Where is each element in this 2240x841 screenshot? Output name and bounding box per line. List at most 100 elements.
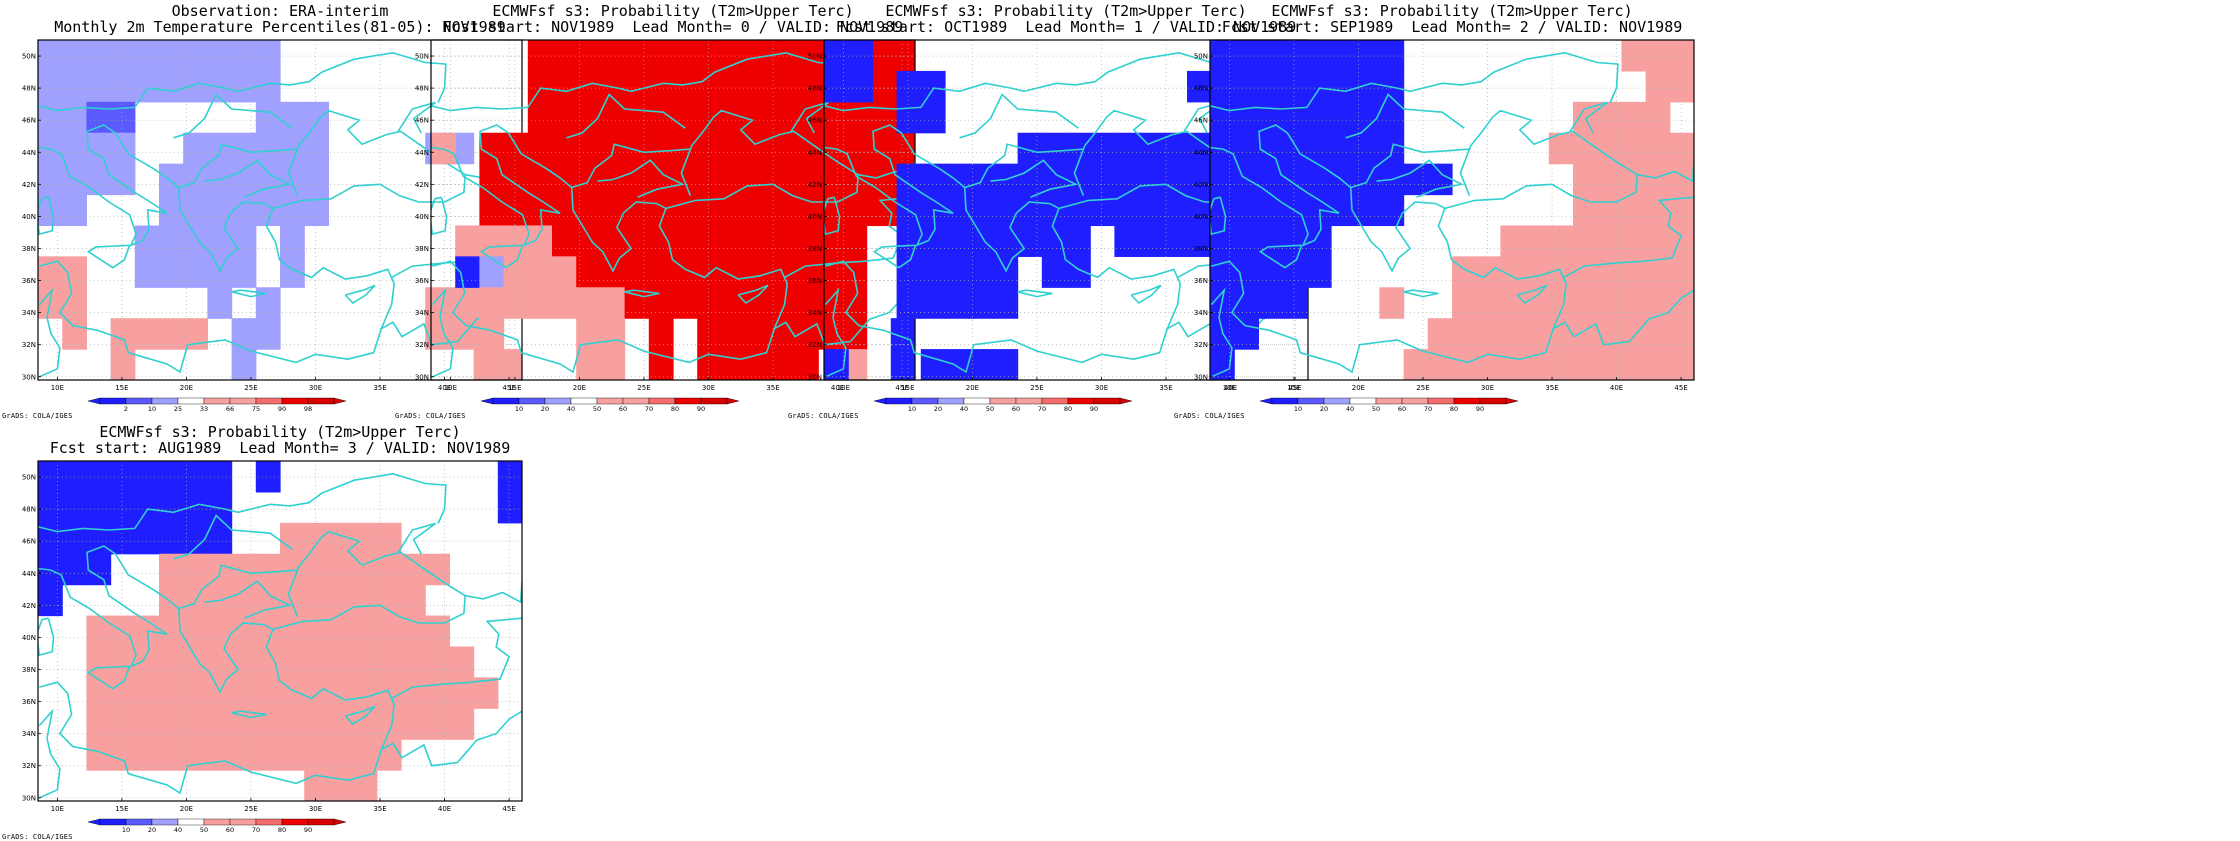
coastline bbox=[1210, 196, 1227, 236]
grads-credit: GrADS: COLA/IGES bbox=[1174, 412, 1245, 420]
grid-cell bbox=[721, 287, 747, 319]
coastline bbox=[397, 101, 436, 134]
coastline bbox=[824, 287, 847, 378]
grid-cell bbox=[62, 553, 87, 586]
colorbar-box bbox=[1015, 397, 1043, 405]
grid-cell bbox=[1066, 132, 1091, 165]
grid-cell bbox=[721, 349, 747, 380]
grid-cell bbox=[231, 646, 257, 678]
coastline bbox=[571, 143, 691, 189]
grid-cell bbox=[1597, 287, 1622, 319]
grid-cell bbox=[1282, 101, 1308, 134]
grid-cell bbox=[794, 132, 819, 165]
coastline bbox=[380, 710, 522, 767]
grid-cell bbox=[1258, 101, 1284, 134]
colorbar-label: 10 bbox=[1294, 405, 1302, 413]
colorbar-box bbox=[281, 818, 309, 826]
coastline bbox=[173, 514, 293, 560]
grid-cell bbox=[328, 615, 354, 648]
grid-cell bbox=[576, 225, 601, 257]
grid-cell bbox=[183, 225, 208, 257]
grid-cell bbox=[745, 70, 771, 103]
grid-cell bbox=[455, 225, 480, 257]
grid-cell bbox=[159, 163, 184, 196]
grid-cell bbox=[673, 40, 698, 72]
colorbar-label: 90 bbox=[278, 405, 286, 413]
grid-cell bbox=[576, 101, 601, 134]
grid-cell bbox=[304, 132, 329, 165]
grid-cell bbox=[304, 677, 329, 709]
colorbar-label: 40 bbox=[1346, 405, 1354, 413]
grid-cell bbox=[304, 163, 329, 196]
lat-label: 50N bbox=[22, 53, 36, 61]
grid-cell bbox=[376, 739, 402, 771]
grid-cell bbox=[745, 349, 771, 380]
grid-cell bbox=[1621, 101, 1647, 134]
grid-cell bbox=[993, 349, 1019, 380]
grid-cell bbox=[1548, 287, 1574, 319]
grid-cell bbox=[1066, 194, 1091, 227]
lon-label: 30E bbox=[702, 384, 715, 392]
grid-cell bbox=[134, 522, 160, 555]
grid-cell bbox=[479, 256, 505, 288]
grid-cell bbox=[600, 194, 626, 227]
colorbar-box bbox=[518, 397, 546, 405]
grid-cell bbox=[624, 70, 650, 103]
colorbar-box bbox=[177, 397, 205, 405]
grid-cell bbox=[159, 522, 184, 555]
lat-label: 36N bbox=[22, 277, 36, 285]
lat-label: 38N bbox=[22, 245, 36, 253]
lat-label: 50N bbox=[808, 53, 822, 61]
colorbar-arrow-left bbox=[873, 397, 887, 405]
grid-cell bbox=[1234, 225, 1259, 257]
colorbar-arrow-right bbox=[333, 397, 347, 405]
grid-cell bbox=[183, 40, 208, 72]
grid-cell bbox=[503, 287, 529, 319]
grid-cell bbox=[721, 163, 747, 196]
coastline bbox=[86, 244, 131, 269]
colorbar-label: 70 bbox=[1038, 405, 1046, 413]
colorbar-label: 10 bbox=[908, 405, 916, 413]
grid-cell bbox=[1548, 225, 1574, 257]
lon-label: 25E bbox=[244, 384, 257, 392]
colorbar-box bbox=[937, 397, 965, 405]
grid-cell bbox=[376, 708, 402, 740]
temperature-map: 50N 48N 46N 44N 42N 40N 38N 36N 34N 32N 30N 10E 15E 2… bbox=[22, 39, 523, 413]
lat-label: 42N bbox=[1194, 181, 1208, 189]
grid-cell bbox=[1187, 163, 1212, 196]
grid-cell bbox=[1452, 287, 1477, 319]
coastline bbox=[431, 51, 840, 112]
lon-label: 40E bbox=[831, 384, 844, 392]
grid-cell bbox=[1573, 194, 1598, 227]
lon-label: 30E bbox=[309, 384, 322, 392]
grads-credit: GrADS: COLA/IGES bbox=[788, 412, 859, 420]
coastline bbox=[1563, 196, 1694, 279]
coastline bbox=[1210, 51, 1619, 112]
grid-cell bbox=[648, 256, 674, 288]
grid-cell bbox=[1041, 163, 1067, 196]
colorbar-box bbox=[1041, 397, 1069, 405]
lon-label: 20E bbox=[180, 384, 193, 392]
coastline bbox=[38, 196, 55, 236]
grid-cell bbox=[159, 708, 184, 740]
grid-cell bbox=[183, 677, 208, 709]
grads-credit: GrADS: COLA/IGES bbox=[2, 412, 73, 420]
coastline bbox=[1130, 284, 1162, 305]
grid-cell bbox=[352, 770, 378, 801]
colorbar-arrow-right bbox=[333, 818, 347, 826]
grid-cell bbox=[304, 584, 329, 617]
grid-cell bbox=[1258, 132, 1284, 165]
colorbar-label: 70 bbox=[645, 405, 653, 413]
grid-cell bbox=[866, 132, 892, 165]
grid-cell bbox=[697, 101, 722, 134]
grid-cell bbox=[848, 70, 873, 103]
lon-label: 25E bbox=[1030, 384, 1043, 392]
grid-cell bbox=[207, 646, 233, 678]
coastline bbox=[38, 109, 467, 273]
grid-cell bbox=[328, 646, 354, 678]
coastline bbox=[344, 284, 376, 305]
grid-cell bbox=[110, 708, 136, 740]
lat-label: 34N bbox=[22, 309, 36, 317]
grid-cell bbox=[648, 349, 674, 380]
grid-cell bbox=[159, 461, 184, 493]
